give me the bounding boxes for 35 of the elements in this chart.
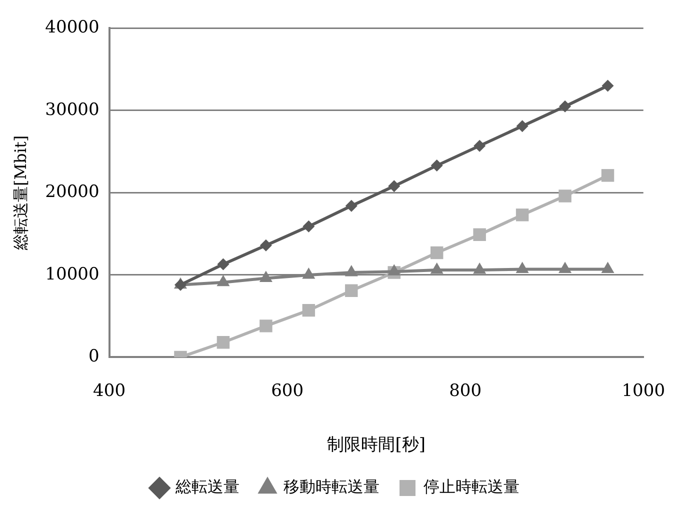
point [430, 262, 444, 274]
point [516, 208, 529, 222]
point [516, 120, 528, 132]
point [473, 262, 486, 274]
y-axis-title: 総転送量[Mbit] [10, 135, 30, 252]
point [260, 239, 272, 252]
point [302, 304, 316, 317]
point [473, 228, 486, 242]
legend-label: 移動時転送量 [284, 477, 380, 496]
x-tick-label: 400 [93, 380, 126, 401]
legend-label: 総転送量 [174, 477, 240, 496]
y-tick-label: 30000 [45, 100, 100, 120]
point [345, 200, 358, 212]
y-tick-label: 10000 [45, 264, 100, 284]
y-tick-label: 0 [88, 346, 100, 367]
point [602, 80, 614, 92]
x-axis-title: 制限時間[秒] [327, 435, 426, 456]
x-tick-label: 1000 [622, 380, 665, 401]
y-tick-label: 20000 [45, 182, 100, 202]
x-tick-label: 800 [449, 380, 482, 401]
legend-label: 停止時転送量 [424, 477, 520, 496]
point [558, 190, 572, 202]
point [559, 100, 572, 112]
point [430, 160, 443, 172]
point [388, 180, 400, 192]
point [430, 246, 444, 260]
point [474, 140, 486, 152]
point [216, 336, 230, 349]
point [601, 169, 614, 182]
point [302, 220, 315, 232]
point [260, 320, 272, 332]
point [217, 258, 230, 270]
point [345, 284, 358, 297]
x-tick-label: 600 [271, 380, 304, 401]
y-tick-label: 40000 [45, 18, 100, 38]
